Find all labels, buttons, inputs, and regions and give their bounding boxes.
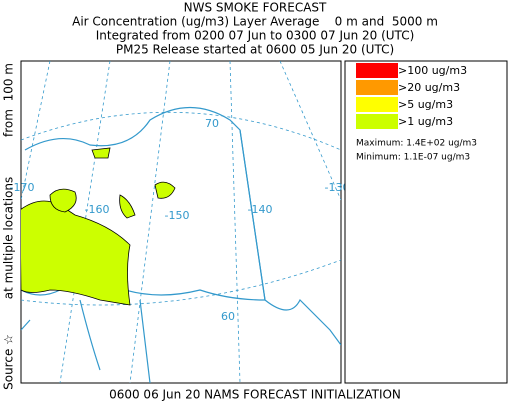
legend-swatch (356, 63, 398, 78)
map: -170 -160 -150 -140 -130 70 60 (10, 60, 350, 384)
lon-label: -170 (10, 181, 35, 194)
smoke-area (154, 181, 176, 199)
legend-label: >5 ug/m3 (398, 98, 453, 111)
footer: 0600 06 Jun 20 NAMS FORECAST INITIALIZAT… (109, 388, 401, 401)
source-text: Source ☆ at multiple locations from 100 … (2, 63, 16, 390)
lon-label: -130 (325, 181, 350, 194)
lat-label: 70 (205, 117, 219, 130)
source-part: at multiple locations (2, 177, 16, 300)
graticule (129, 61, 171, 383)
legend-label: >20 ug/m3 (398, 81, 460, 94)
smoke-area (119, 194, 136, 219)
maximum: Maximum: 1.4E+02 ug/m3 (356, 139, 477, 149)
source-part: from 100 m (2, 63, 16, 137)
lon-label: -150 (165, 209, 190, 222)
subtitle: Air Concentration (ug/m3) Layer Average … (72, 15, 438, 29)
graticule (21, 259, 341, 306)
lat-label: 60 (221, 310, 235, 323)
legend-label: >1 ug/m3 (398, 115, 453, 128)
graticule (279, 61, 341, 201)
graticule (21, 111, 341, 151)
legend-label: >100 ug/m3 (398, 64, 467, 77)
title: NWS SMOKE FORECAST (184, 1, 327, 15)
legend-swatch (356, 114, 398, 129)
coastline (24, 106, 341, 346)
legend: Maximum: 1.4E+02 ug/m3 Minimum: 1.1E-07 … (344, 60, 508, 384)
smoke-area (91, 147, 111, 159)
smoke-area (49, 188, 77, 213)
minimum: Minimum: 1.1E-07 ug/m3 (356, 153, 470, 163)
integration: Integrated from 0200 07 Jun to 0300 07 J… (96, 29, 415, 43)
legend-swatch (356, 80, 398, 95)
lon-label: -140 (248, 203, 273, 216)
source-part: Source ☆ (2, 334, 16, 390)
release: PM25 Release started at 0600 05 Jun 20 (… (116, 43, 394, 57)
lon-label: -160 (85, 203, 110, 216)
coastline (21, 289, 151, 383)
legend-swatch (356, 97, 398, 112)
border (239, 129, 266, 301)
